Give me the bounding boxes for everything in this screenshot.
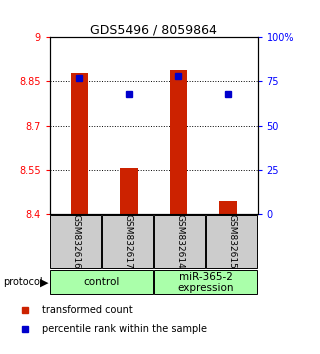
Bar: [154, 215, 205, 268]
Text: protocol: protocol: [3, 277, 43, 287]
Title: GDS5496 / 8059864: GDS5496 / 8059864: [90, 23, 217, 36]
Bar: [120, 167, 138, 214]
Bar: [154, 270, 257, 294]
Text: control: control: [84, 277, 120, 287]
Bar: [50, 270, 153, 294]
Bar: [170, 70, 187, 214]
Text: GSM832615: GSM832615: [227, 214, 236, 269]
Text: GSM832617: GSM832617: [123, 214, 132, 269]
Bar: [71, 73, 88, 214]
Bar: [102, 215, 153, 268]
Bar: [50, 215, 101, 268]
Text: GSM832616: GSM832616: [71, 214, 80, 269]
Text: percentile rank within the sample: percentile rank within the sample: [42, 324, 207, 334]
Text: GSM832614: GSM832614: [175, 214, 184, 269]
Text: transformed count: transformed count: [42, 305, 133, 315]
Bar: [219, 201, 236, 214]
Text: miR-365-2
expression: miR-365-2 expression: [177, 272, 234, 293]
Text: ▶: ▶: [40, 277, 49, 287]
Bar: [206, 215, 257, 268]
